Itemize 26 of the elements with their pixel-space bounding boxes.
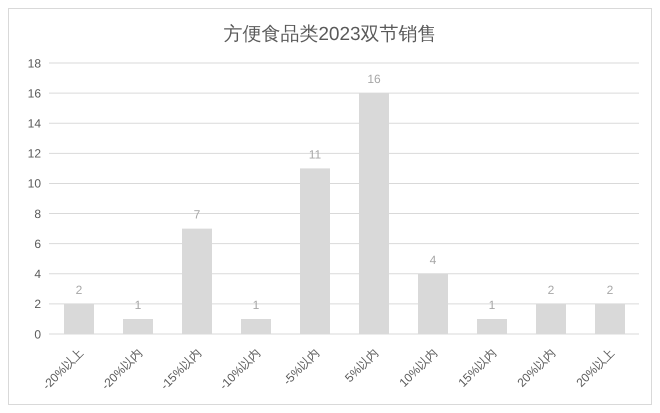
data-label: 1	[134, 298, 142, 312]
data-label: 11	[308, 147, 322, 162]
y-tick-label: 2	[34, 297, 42, 312]
data-label: 16	[367, 72, 381, 86]
data-label: 7	[194, 208, 201, 222]
x-tick-label: -5%以内	[280, 346, 322, 388]
data-label: 2	[606, 282, 614, 297]
x-tick-label: 5%以内	[342, 346, 382, 386]
y-tick-label: 8	[34, 206, 42, 221]
data-label: 4	[430, 252, 437, 267]
data-label: 1	[252, 298, 260, 312]
y-tick-label: 12	[28, 146, 42, 161]
data-label: 1	[488, 298, 496, 312]
bar	[123, 318, 153, 334]
y-tick-label: 16	[28, 86, 42, 100]
data-label: 2	[76, 282, 83, 297]
bar	[477, 318, 507, 334]
y-tick-label: 4	[34, 267, 42, 282]
y-tick-label: 14	[28, 116, 42, 130]
y-tick-label: 18	[28, 56, 42, 70]
bar	[241, 318, 271, 334]
data-label: 2	[548, 282, 555, 297]
chart-title: 方便食品类2023双节销售	[222, 23, 438, 47]
y-tick-label: 10	[28, 176, 42, 191]
y-tick-label: 6	[34, 236, 42, 251]
y-tick-label: 0	[34, 327, 42, 342]
